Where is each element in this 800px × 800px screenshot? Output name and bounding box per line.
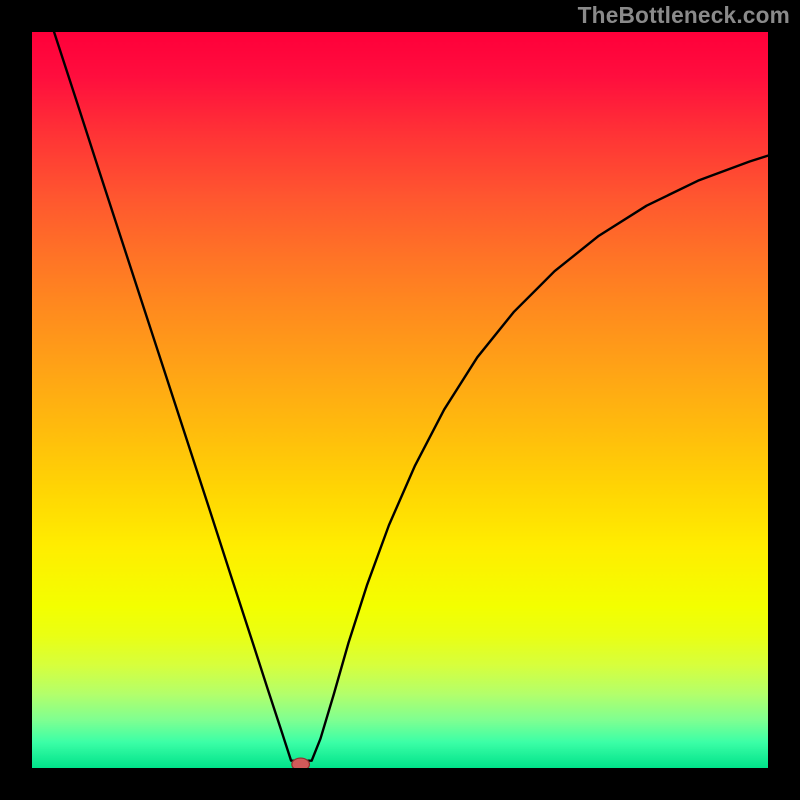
chart-frame: TheBottleneck.com xyxy=(0,0,800,800)
optimal-point-marker xyxy=(292,758,310,768)
plot-area xyxy=(32,32,768,768)
curve-path xyxy=(54,32,768,761)
bottleneck-curve xyxy=(32,32,768,768)
watermark-text: TheBottleneck.com xyxy=(578,2,790,29)
